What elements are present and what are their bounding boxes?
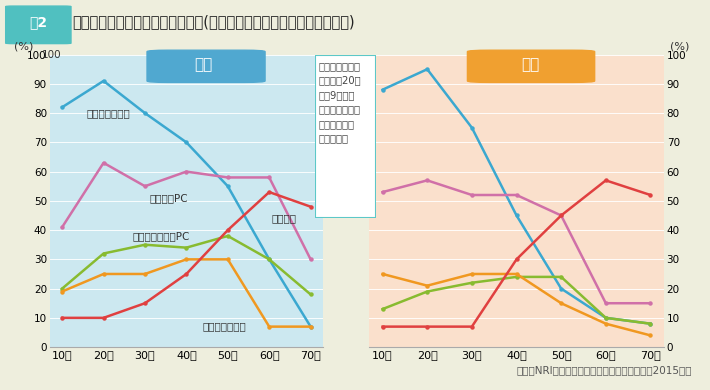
Text: 100: 100 — [42, 50, 62, 60]
Text: 携帯電話: 携帯電話 — [271, 213, 296, 223]
FancyBboxPatch shape — [315, 55, 376, 218]
FancyBboxPatch shape — [467, 50, 595, 82]
Text: 男女・年代別情報端末の保有状況(自分で自由に使えるもの、複数回答): 男女・年代別情報端末の保有状況(自分で自由に使えるもの、複数回答) — [72, 14, 355, 29]
Text: 出典：NRI「生活者１万人アンケート調査」（2015年）: 出典：NRI「生活者１万人アンケート調査」（2015年） — [517, 365, 692, 375]
Text: デスクトップ型PC: デスクトップ型PC — [133, 231, 190, 241]
Text: スマートフォン: スマートフォン — [87, 108, 131, 118]
Text: (%): (%) — [14, 42, 33, 52]
FancyBboxPatch shape — [147, 50, 265, 82]
Text: ノート型PC: ノート型PC — [149, 193, 187, 203]
Text: 女性: 女性 — [522, 57, 540, 72]
Text: 図2: 図2 — [29, 15, 48, 29]
FancyBboxPatch shape — [6, 6, 71, 44]
Text: (%): (%) — [670, 42, 689, 52]
Text: スマートフォン
の普及が20代
では9割以上
に達しており、
急速に普及が
進んでいる: スマートフォン の普及が20代 では9割以上 に達しており、 急速に普及が 進ん… — [319, 61, 361, 143]
Text: 男性: 男性 — [195, 57, 213, 72]
Text: タブレット端末: タブレット端末 — [203, 321, 246, 331]
